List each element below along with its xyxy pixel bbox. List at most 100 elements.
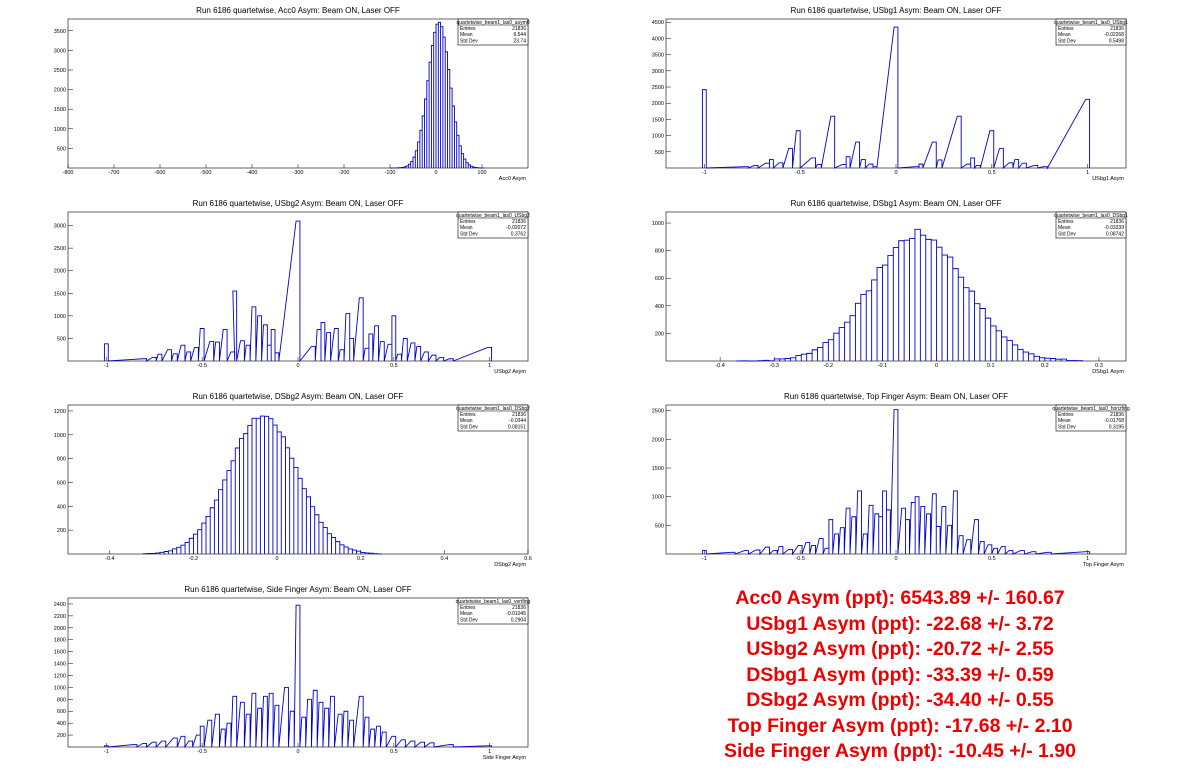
stats-label: Std Dev [460,231,478,237]
chart-title: Run 6186 quartetwise, USbg2 Asym: Beam O… [193,199,404,208]
stats-value: 21836 [512,219,526,225]
x-tick-label: -200 [338,170,349,176]
x-tick-label: 0 [894,170,897,176]
y-tick-label: 2000 [652,437,664,443]
y-tick-label: 1000 [652,495,664,501]
x-tick-label: -800 [62,170,73,176]
y-tick-label: 800 [57,697,66,703]
stats-value: -0.03339 [1104,225,1124,231]
stats-name: quartetwise_beam1_las0_USbg2 [456,213,530,219]
y-tick-label: 2200 [54,614,66,620]
stats-label: Mean [460,32,473,38]
y-tick-label: 2500 [54,68,66,74]
top-finger-histogram: Run 6186 quartetwise, Top Finger Asym: B… [652,392,1130,568]
x-tick-label: 1 [488,749,491,755]
stats-value: 23.74 [513,38,526,44]
y-tick-label: 600 [57,480,66,486]
y-tick-label: 4000 [652,36,664,42]
histogram-line [142,415,383,555]
result-dsbg1: DSbg1 Asym (ppt): -33.39 +/- 0.59 [746,663,1054,686]
x-tick-label: -100 [384,170,395,176]
y-tick-label: 1000 [54,685,66,691]
x-tick-label: -0.5 [197,363,206,369]
histogram-bins [142,415,383,555]
stats-label: Mean [460,225,473,231]
chart-title: Run 6186 quartetwise, DSbg2 Asym: Beam O… [193,392,404,401]
stats-value: -0.0344 [509,418,526,424]
x-axis-label: DSbg2 Asym [494,562,526,568]
y-tick-label: 3000 [54,48,66,54]
x-axis-label: Side Finger Asym [483,755,527,761]
y-tick-label: 4500 [652,20,664,26]
histogram-panel-usbg2: Run 6186 quartetwise, USbg2 Asym: Beam O… [0,193,598,386]
stats-label: Entries [1058,219,1074,225]
x-tick-label: 0.1 [987,363,995,369]
y-tick-label: 1000 [652,134,664,140]
x-tick-label: -0.5 [795,556,804,562]
stats-box-frame [457,597,529,625]
stats-label: Entries [460,26,476,32]
x-tick-label: -400 [246,170,257,176]
x-tick-label: -500 [200,170,211,176]
x-tick-label: -300 [292,170,303,176]
x-tick-label: -1 [104,363,109,369]
stats-name: quartetwise_beam1_las0_asym0 [456,20,529,26]
stats-value: 0.3762 [511,231,527,237]
y-tick-label: 2500 [652,85,664,91]
stats-value: 0.5498 [1109,38,1125,44]
stats-value: -0.02268 [1104,32,1124,38]
y-tick-label: 200 [57,528,66,534]
stats-name: quartetwise_beam1_las0_DSbg1 [1054,213,1128,219]
stats-box-frame [1055,404,1127,432]
x-tick-label: -1 [702,170,707,176]
y-tick-label: 200 [57,733,66,739]
y-tick-label: 500 [655,523,664,529]
x-tick-label: -0.4 [105,556,114,562]
histogram-panel-usbg1: Run 6186 quartetwise, USbg1 Asym: Beam O… [598,0,1196,193]
histogram-bins [701,26,1091,170]
y-tick-label: 1500 [652,466,664,472]
stats-box-frame [1055,18,1127,46]
y-tick-label: 400 [655,304,664,310]
x-axis-label: Top Finger Asym [1083,562,1124,568]
x-tick-label: 0 [935,363,938,369]
stats-value: -0.01045 [506,611,526,617]
y-tick-label: 2000 [54,269,66,275]
y-tick-label: 1000 [54,127,66,133]
x-tick-label: -0.1 [878,363,887,369]
stats-value: 0.08742 [1106,231,1124,237]
y-tick-label: 3000 [54,224,66,230]
x-tick-label: 0 [296,363,299,369]
stats-label: Std Dev [460,38,478,44]
histogram-bins [103,604,493,749]
usbg1-histogram: Run 6186 quartetwise, USbg1 Asym: Beam O… [652,6,1128,182]
x-tick-label: -0.2 [824,363,833,369]
y-tick-label: 400 [57,721,66,727]
x-tick-label: 1 [1086,170,1089,176]
x-tick-label: 0 [276,556,279,562]
histogram-line [389,21,485,169]
stats-value: 21836 [512,605,526,611]
result-top-finger: Top Finger Asym (ppt): -17.68 +/- 2.10 [727,714,1073,737]
acc0-histogram: Run 6186 quartetwise, Acc0 Asym: Beam ON… [54,6,530,182]
histogram-panel-top-finger: Run 6186 quartetwise, Top Finger Asym: B… [598,386,1196,579]
result-acc0: Acc0 Asym (ppt): 6543.89 +/- 160.67 [735,587,1065,609]
stats-label: Entries [460,605,476,611]
y-tick-label: 2500 [54,246,66,252]
stats-label: Entries [1058,26,1074,32]
stats-box-frame [457,404,529,432]
histogram-line [735,228,1084,362]
y-tick-label: 1500 [54,291,66,297]
chart-title: Run 6186 quartetwise, DSbg1 Asym: Beam O… [791,199,1002,208]
y-tick-label: 2000 [54,626,66,632]
histogram-panel-acc0: Run 6186 quartetwise, Acc0 Asym: Beam ON… [0,0,598,193]
y-tick-label: 1500 [652,117,664,123]
x-tick-label: -600 [154,170,165,176]
histogram-bins [735,228,1084,362]
y-tick-label: 500 [57,146,66,152]
x-tick-label: 1 [1086,556,1089,562]
stats-value: 21836 [512,412,526,418]
y-tick-label: 600 [655,276,664,282]
